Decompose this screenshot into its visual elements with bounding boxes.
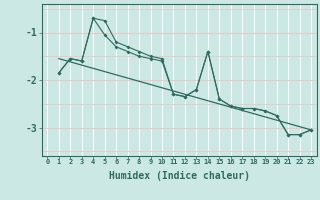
X-axis label: Humidex (Indice chaleur): Humidex (Indice chaleur) [109,171,250,181]
